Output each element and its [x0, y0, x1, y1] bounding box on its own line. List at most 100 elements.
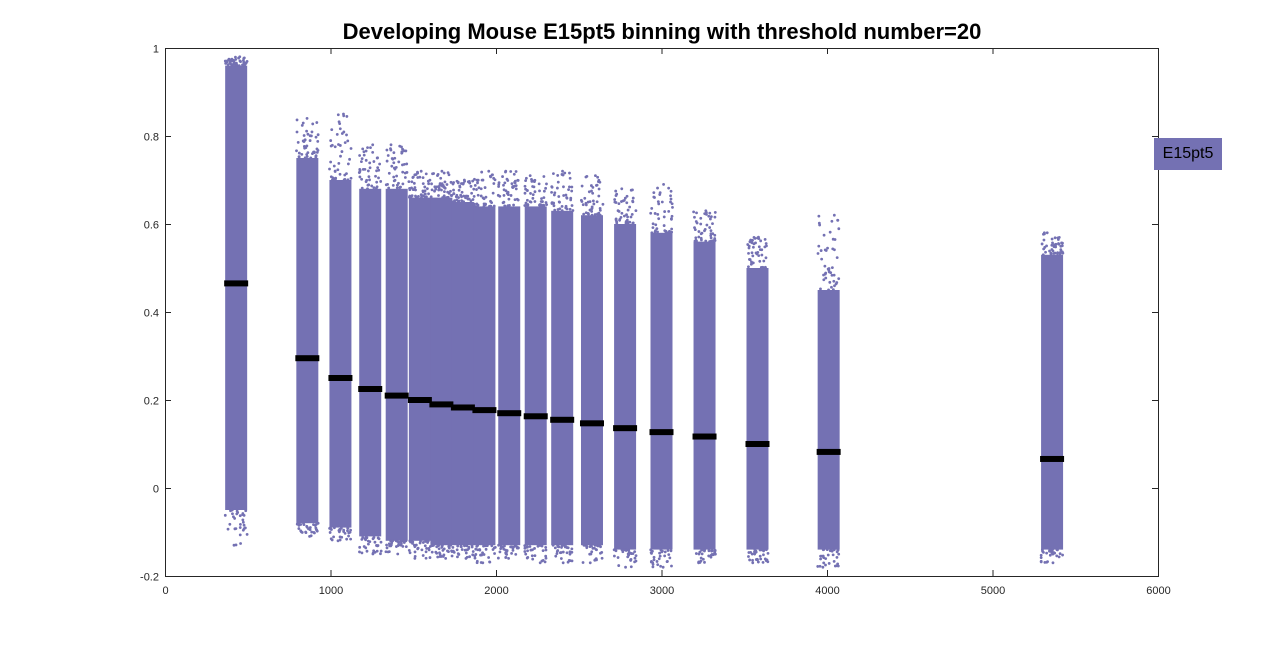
data-point	[338, 528, 342, 531]
data-point	[473, 183, 477, 187]
data-point	[711, 239, 715, 242]
data-point	[427, 192, 430, 196]
data-point	[1039, 556, 1043, 560]
data-point	[656, 212, 660, 216]
data-point	[424, 556, 428, 560]
data-point-max	[832, 213, 836, 217]
data-point	[570, 204, 574, 207]
data-point	[1053, 236, 1057, 240]
data-point	[425, 187, 429, 191]
data-point	[466, 180, 470, 184]
data-point	[497, 183, 501, 186]
data-point	[591, 199, 595, 203]
data-point	[542, 196, 546, 200]
data-point	[620, 548, 624, 552]
data-point	[828, 280, 832, 284]
data-point	[393, 156, 397, 160]
data-point	[295, 130, 299, 134]
data-point	[364, 158, 368, 162]
data-point	[536, 544, 540, 548]
data-point	[342, 130, 346, 134]
data-point	[818, 564, 822, 568]
data-point	[472, 187, 476, 191]
data-point	[568, 552, 572, 556]
data-point	[713, 237, 717, 240]
data-point	[349, 176, 353, 180]
data-point	[765, 244, 768, 248]
data-point	[550, 190, 553, 194]
data-point	[1045, 551, 1049, 555]
data-point-max	[1045, 231, 1049, 235]
data-point	[766, 551, 770, 555]
data-point	[411, 175, 415, 179]
data-point-min	[308, 535, 311, 538]
bin-core-10	[524, 206, 547, 546]
data-point	[512, 203, 515, 207]
data-point	[758, 259, 762, 263]
data-point	[405, 162, 409, 166]
data-point-max	[342, 112, 345, 116]
data-point	[656, 230, 659, 234]
data-point	[667, 553, 671, 556]
data-point	[362, 153, 366, 157]
data-point	[445, 183, 449, 186]
median-marker-10	[523, 413, 548, 420]
data-point	[346, 529, 349, 533]
data-point	[582, 543, 586, 547]
data-point	[700, 548, 704, 552]
median-marker-9	[497, 410, 522, 417]
data-point	[239, 60, 242, 63]
data-point	[345, 172, 348, 176]
bin-column-14	[649, 183, 674, 569]
data-point	[439, 176, 443, 180]
data-point	[303, 156, 307, 160]
data-point	[524, 201, 528, 205]
data-point	[425, 195, 428, 199]
data-point	[460, 190, 464, 194]
data-point	[228, 522, 232, 526]
data-point	[440, 182, 444, 186]
data-point	[831, 288, 835, 292]
data-point	[244, 509, 248, 513]
data-point	[360, 551, 364, 555]
data-point	[310, 130, 314, 134]
bin-core-2	[329, 180, 352, 528]
data-point	[538, 203, 542, 206]
data-point-max	[528, 174, 532, 178]
data-point	[829, 271, 833, 275]
data-point	[437, 544, 440, 547]
data-point	[627, 551, 631, 554]
data-point	[526, 555, 530, 559]
data-point	[571, 209, 575, 212]
data-point	[372, 160, 376, 163]
data-point	[433, 189, 436, 193]
data-point	[656, 200, 660, 204]
data-point	[235, 509, 239, 513]
data-point	[462, 194, 466, 198]
data-point	[360, 157, 364, 161]
data-point	[557, 195, 561, 198]
data-point	[617, 564, 621, 567]
data-point	[658, 191, 662, 195]
data-point	[524, 176, 528, 180]
bin-column-8	[472, 169, 497, 565]
data-point	[234, 55, 237, 59]
data-point	[452, 188, 455, 192]
data-point	[529, 200, 533, 204]
data-point	[1059, 248, 1063, 252]
data-point	[552, 204, 556, 208]
data-point	[340, 535, 344, 539]
data-point	[699, 236, 703, 240]
data-point	[430, 182, 433, 186]
data-point	[538, 189, 541, 193]
data-point	[822, 278, 826, 282]
data-point	[333, 145, 337, 149]
data-point	[440, 543, 444, 547]
data-point	[709, 236, 713, 240]
data-point	[523, 544, 527, 548]
data-point	[391, 183, 395, 187]
data-point-min	[336, 539, 340, 543]
data-point	[763, 237, 767, 241]
data-point	[595, 200, 599, 204]
data-point	[358, 168, 362, 171]
